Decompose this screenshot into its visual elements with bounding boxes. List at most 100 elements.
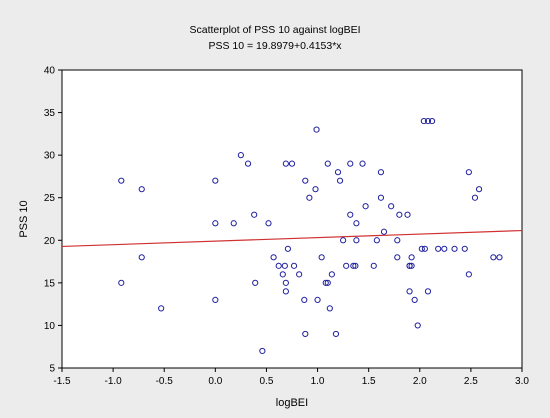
data-point bbox=[352, 262, 359, 269]
data-point bbox=[353, 220, 360, 227]
data-point bbox=[343, 262, 350, 269]
data-point bbox=[496, 254, 503, 261]
data-point bbox=[396, 211, 403, 218]
data-point bbox=[406, 288, 413, 295]
data-point bbox=[275, 262, 282, 269]
data-point bbox=[406, 262, 413, 269]
data-point bbox=[408, 262, 415, 269]
data-point bbox=[424, 288, 432, 295]
data-point bbox=[244, 160, 252, 167]
data-point bbox=[362, 203, 369, 210]
y-tick-label: 30 bbox=[44, 151, 56, 162]
data-point bbox=[324, 160, 331, 167]
regression-line bbox=[61, 229, 523, 248]
y-tick-label: 5 bbox=[49, 364, 55, 375]
data-point bbox=[282, 160, 289, 167]
y-axis-label: PSS 10 bbox=[18, 200, 30, 237]
data-point bbox=[290, 262, 298, 269]
data-point bbox=[282, 288, 289, 295]
data-point bbox=[334, 169, 342, 176]
data-point bbox=[421, 245, 428, 252]
data-point bbox=[336, 177, 344, 184]
data-point bbox=[359, 160, 366, 167]
data-point bbox=[252, 279, 259, 286]
x-tick-label: -1.5 bbox=[53, 376, 71, 387]
data-point bbox=[158, 305, 165, 312]
data-point bbox=[230, 220, 237, 227]
data-point bbox=[347, 160, 354, 167]
data-point bbox=[118, 177, 125, 184]
data-point bbox=[237, 152, 244, 159]
data-point bbox=[332, 330, 340, 338]
y-tick-label: 10 bbox=[44, 321, 56, 332]
data-point bbox=[414, 322, 421, 329]
data-point bbox=[302, 177, 309, 184]
data-point bbox=[418, 245, 425, 252]
data-point bbox=[350, 262, 357, 269]
data-point bbox=[461, 245, 468, 252]
data-point bbox=[380, 228, 388, 235]
y-tick-label: 25 bbox=[44, 193, 56, 204]
data-point bbox=[212, 296, 219, 303]
data-point bbox=[265, 220, 272, 227]
data-point bbox=[138, 186, 145, 193]
x-tick-label: 2.5 bbox=[464, 376, 478, 387]
data-point bbox=[313, 126, 320, 133]
x-tick-label: 1.0 bbox=[311, 376, 325, 387]
data-point bbox=[388, 203, 395, 210]
data-point bbox=[347, 211, 354, 218]
data-point bbox=[326, 305, 333, 312]
data-point bbox=[370, 262, 377, 269]
data-point bbox=[377, 194, 385, 201]
y-tick-label: 40 bbox=[44, 66, 56, 77]
data-point bbox=[302, 330, 309, 338]
data-point bbox=[404, 211, 411, 218]
data-point bbox=[465, 271, 472, 278]
x-tick-label: 0.5 bbox=[259, 376, 273, 387]
data-points bbox=[118, 117, 503, 355]
data-point bbox=[373, 237, 380, 244]
plot-area bbox=[61, 69, 523, 369]
data-point bbox=[212, 220, 219, 227]
data-point bbox=[282, 279, 289, 286]
data-point bbox=[296, 271, 303, 278]
data-point bbox=[471, 194, 479, 201]
data-point bbox=[353, 237, 360, 244]
data-point bbox=[340, 237, 347, 244]
data-point bbox=[408, 254, 415, 261]
data-point bbox=[318, 254, 325, 261]
data-point bbox=[270, 254, 277, 261]
data-point bbox=[411, 296, 418, 303]
data-point bbox=[465, 169, 472, 176]
data-point bbox=[394, 237, 401, 244]
data-point bbox=[281, 262, 288, 269]
regression-line-group bbox=[61, 229, 523, 248]
x-tick-label: 0.0 bbox=[208, 376, 222, 387]
data-point bbox=[324, 279, 331, 286]
data-point bbox=[288, 160, 296, 167]
data-point bbox=[301, 296, 308, 303]
data-point bbox=[475, 186, 483, 193]
x-tick-label: 1.5 bbox=[362, 376, 376, 387]
data-point bbox=[306, 194, 313, 201]
data-point bbox=[284, 245, 292, 252]
y-tick-label: 20 bbox=[44, 236, 56, 247]
chart-title: Scatterplot of PSS 10 against logBEI bbox=[189, 24, 360, 36]
data-point bbox=[420, 117, 427, 125]
data-point bbox=[312, 186, 319, 193]
data-point bbox=[328, 271, 335, 278]
data-point bbox=[490, 254, 497, 261]
data-point bbox=[441, 245, 448, 252]
data-point bbox=[424, 117, 432, 125]
y-tick-label: 35 bbox=[44, 108, 56, 119]
x-tick-label: -0.5 bbox=[156, 376, 174, 387]
data-point bbox=[451, 245, 458, 252]
data-point bbox=[377, 169, 385, 176]
y-tick-label: 15 bbox=[44, 278, 56, 289]
data-point bbox=[428, 117, 436, 125]
data-point bbox=[259, 347, 266, 355]
chart-subtitle: PSS 10 = 19.8979+0.4153*x bbox=[208, 40, 342, 52]
data-point bbox=[118, 279, 125, 286]
x-tick-label: -1.0 bbox=[104, 376, 122, 387]
x-tick-label: 3.0 bbox=[515, 376, 529, 387]
